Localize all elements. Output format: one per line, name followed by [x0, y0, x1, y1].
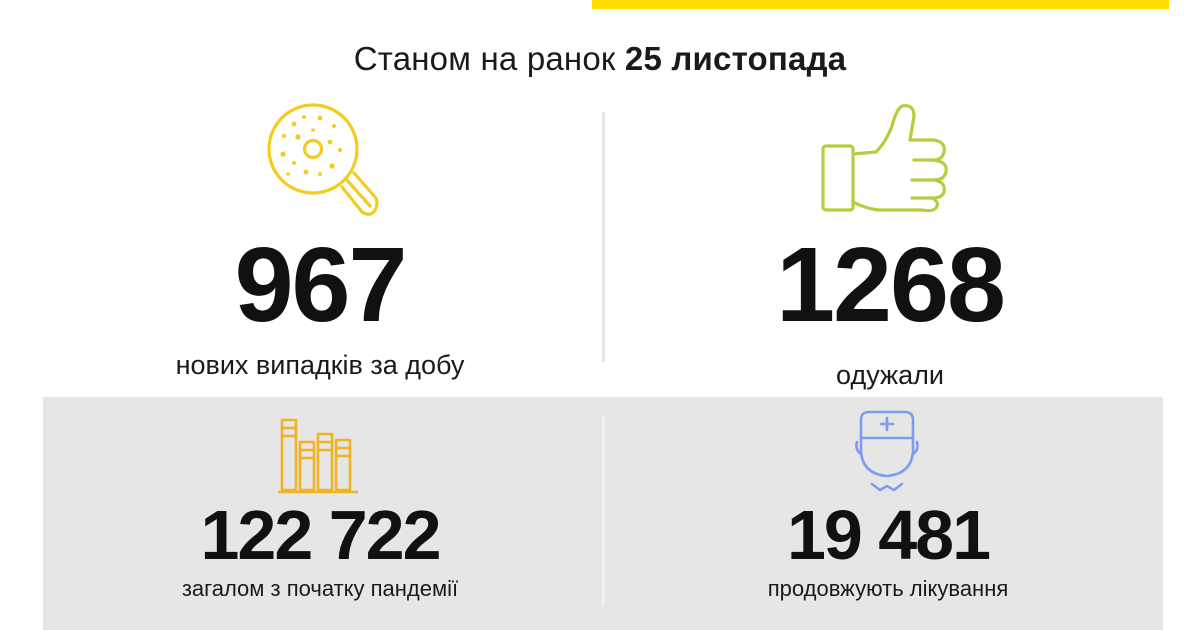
top-divider: [602, 112, 605, 362]
new-cases-label: нових випадків за добу: [175, 350, 465, 380]
page-title: Станом на ранок 25 листопада: [0, 40, 1200, 78]
recovered-stat: 1268 одужали: [690, 232, 1090, 391]
new-cases-value: 967: [234, 226, 408, 344]
title-date: 25 листопада: [624, 40, 847, 77]
top-accent-bar: [592, 0, 1169, 9]
total-label: загалом з початку пандемії: [181, 576, 459, 601]
total-value: 122 722: [200, 496, 441, 574]
recovered-label: одужали: [836, 360, 944, 390]
in-treatment-label: продовжують лікування: [767, 576, 1009, 601]
total-stat: 122 722 загалом з початку пандемії: [120, 500, 520, 602]
new-cases-stat: 967 нових випадків за добу: [120, 232, 520, 381]
recovered-value: 1268: [776, 226, 1006, 344]
in-treatment-value: 19 481: [786, 496, 991, 574]
in-treatment-stat: 19 481 продовжують лікування: [688, 500, 1088, 602]
doctor-icon: [855, 410, 919, 492]
bottom-divider: [602, 415, 605, 605]
thumbs-up-icon: [821, 104, 948, 213]
virus-magnifier-icon: [267, 103, 379, 216]
bar-chart-icon: [278, 418, 358, 494]
title-prefix: Станом на ранок: [353, 40, 616, 77]
